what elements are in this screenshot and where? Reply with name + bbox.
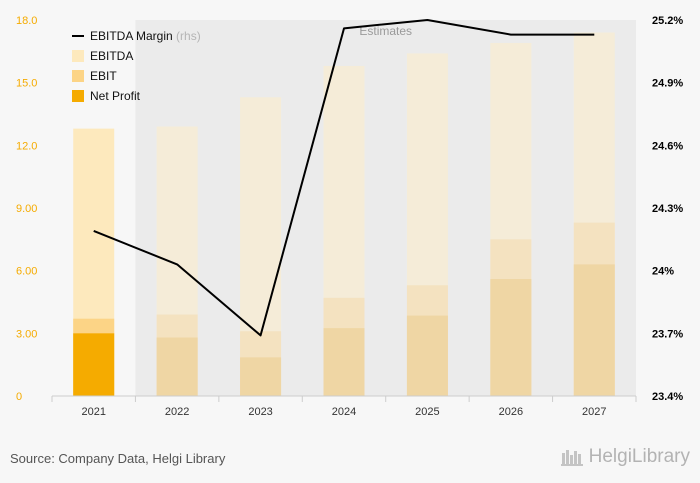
net-profit-bar-2025 <box>406 315 448 396</box>
net-profit-bar-2024 <box>323 328 365 396</box>
y-left-tick-label: 12.0 <box>16 140 37 152</box>
y-left-tick-label: 6.00 <box>16 266 37 278</box>
legend-label-ebitda: EBITDA <box>90 49 133 63</box>
y-right-tick-label: 24% <box>652 266 674 278</box>
library-icon <box>560 450 583 466</box>
legend-marker-ebit <box>72 70 84 82</box>
net-profit-bar-2027 <box>573 264 615 396</box>
y-right-tick-label: 23.4% <box>652 391 683 403</box>
net-profit-bar-2026 <box>490 279 532 396</box>
y-right-tick-label: 23.7% <box>652 328 683 340</box>
estimates-shading <box>135 20 636 396</box>
y-right-tick-label: 24.9% <box>652 78 683 90</box>
legend-label-net-profit: Net Profit <box>90 89 141 103</box>
y-right-tick-label: 24.3% <box>652 203 683 215</box>
y-left-tick-label: 9.00 <box>16 203 37 215</box>
legend-label-suffix: (rhs) <box>173 29 201 43</box>
x-tick-label-2026: 2026 <box>499 406 523 418</box>
brand-name: HelgiLibrary <box>588 446 690 467</box>
net-profit-bar-2022 <box>156 337 198 396</box>
legend-label-ebit: EBIT <box>90 69 117 83</box>
legend-label-ebitda-margin: EBITDA Margin (rhs) <box>90 29 201 43</box>
brand-logo: HelgiLibrary <box>560 446 690 468</box>
x-tick-label-2023: 2023 <box>248 406 272 418</box>
net-profit-bar-2021 <box>73 333 115 396</box>
x-tick-label-2022: 2022 <box>165 406 189 418</box>
source-note: Source: Company Data, Helgi Library <box>10 451 226 466</box>
estimates-label: Estimates <box>359 24 412 38</box>
legend-marker-net-profit <box>72 90 84 102</box>
legend-marker-ebitda <box>72 50 84 62</box>
y-right-tick-label: 25.2% <box>652 15 683 27</box>
x-tick-label-2024: 2024 <box>332 406 356 418</box>
y-right-tick-label: 24.6% <box>652 140 683 152</box>
x-tick-label-2021: 2021 <box>81 406 105 418</box>
chart: Estimates 2021 2022 2023 2024 2025 2026 2027 0 3.… <box>16 15 683 418</box>
y-left-tick-label: 3.00 <box>16 328 37 340</box>
y-left-tick-label: 18.0 <box>16 15 37 27</box>
x-tick-label-2025: 2025 <box>415 406 439 418</box>
net-profit-bar-2023 <box>240 357 282 396</box>
y-left-tick-label: 0 <box>16 391 22 403</box>
x-tick-label-2027: 2027 <box>582 406 606 418</box>
y-left-tick-label: 15.0 <box>16 78 37 90</box>
